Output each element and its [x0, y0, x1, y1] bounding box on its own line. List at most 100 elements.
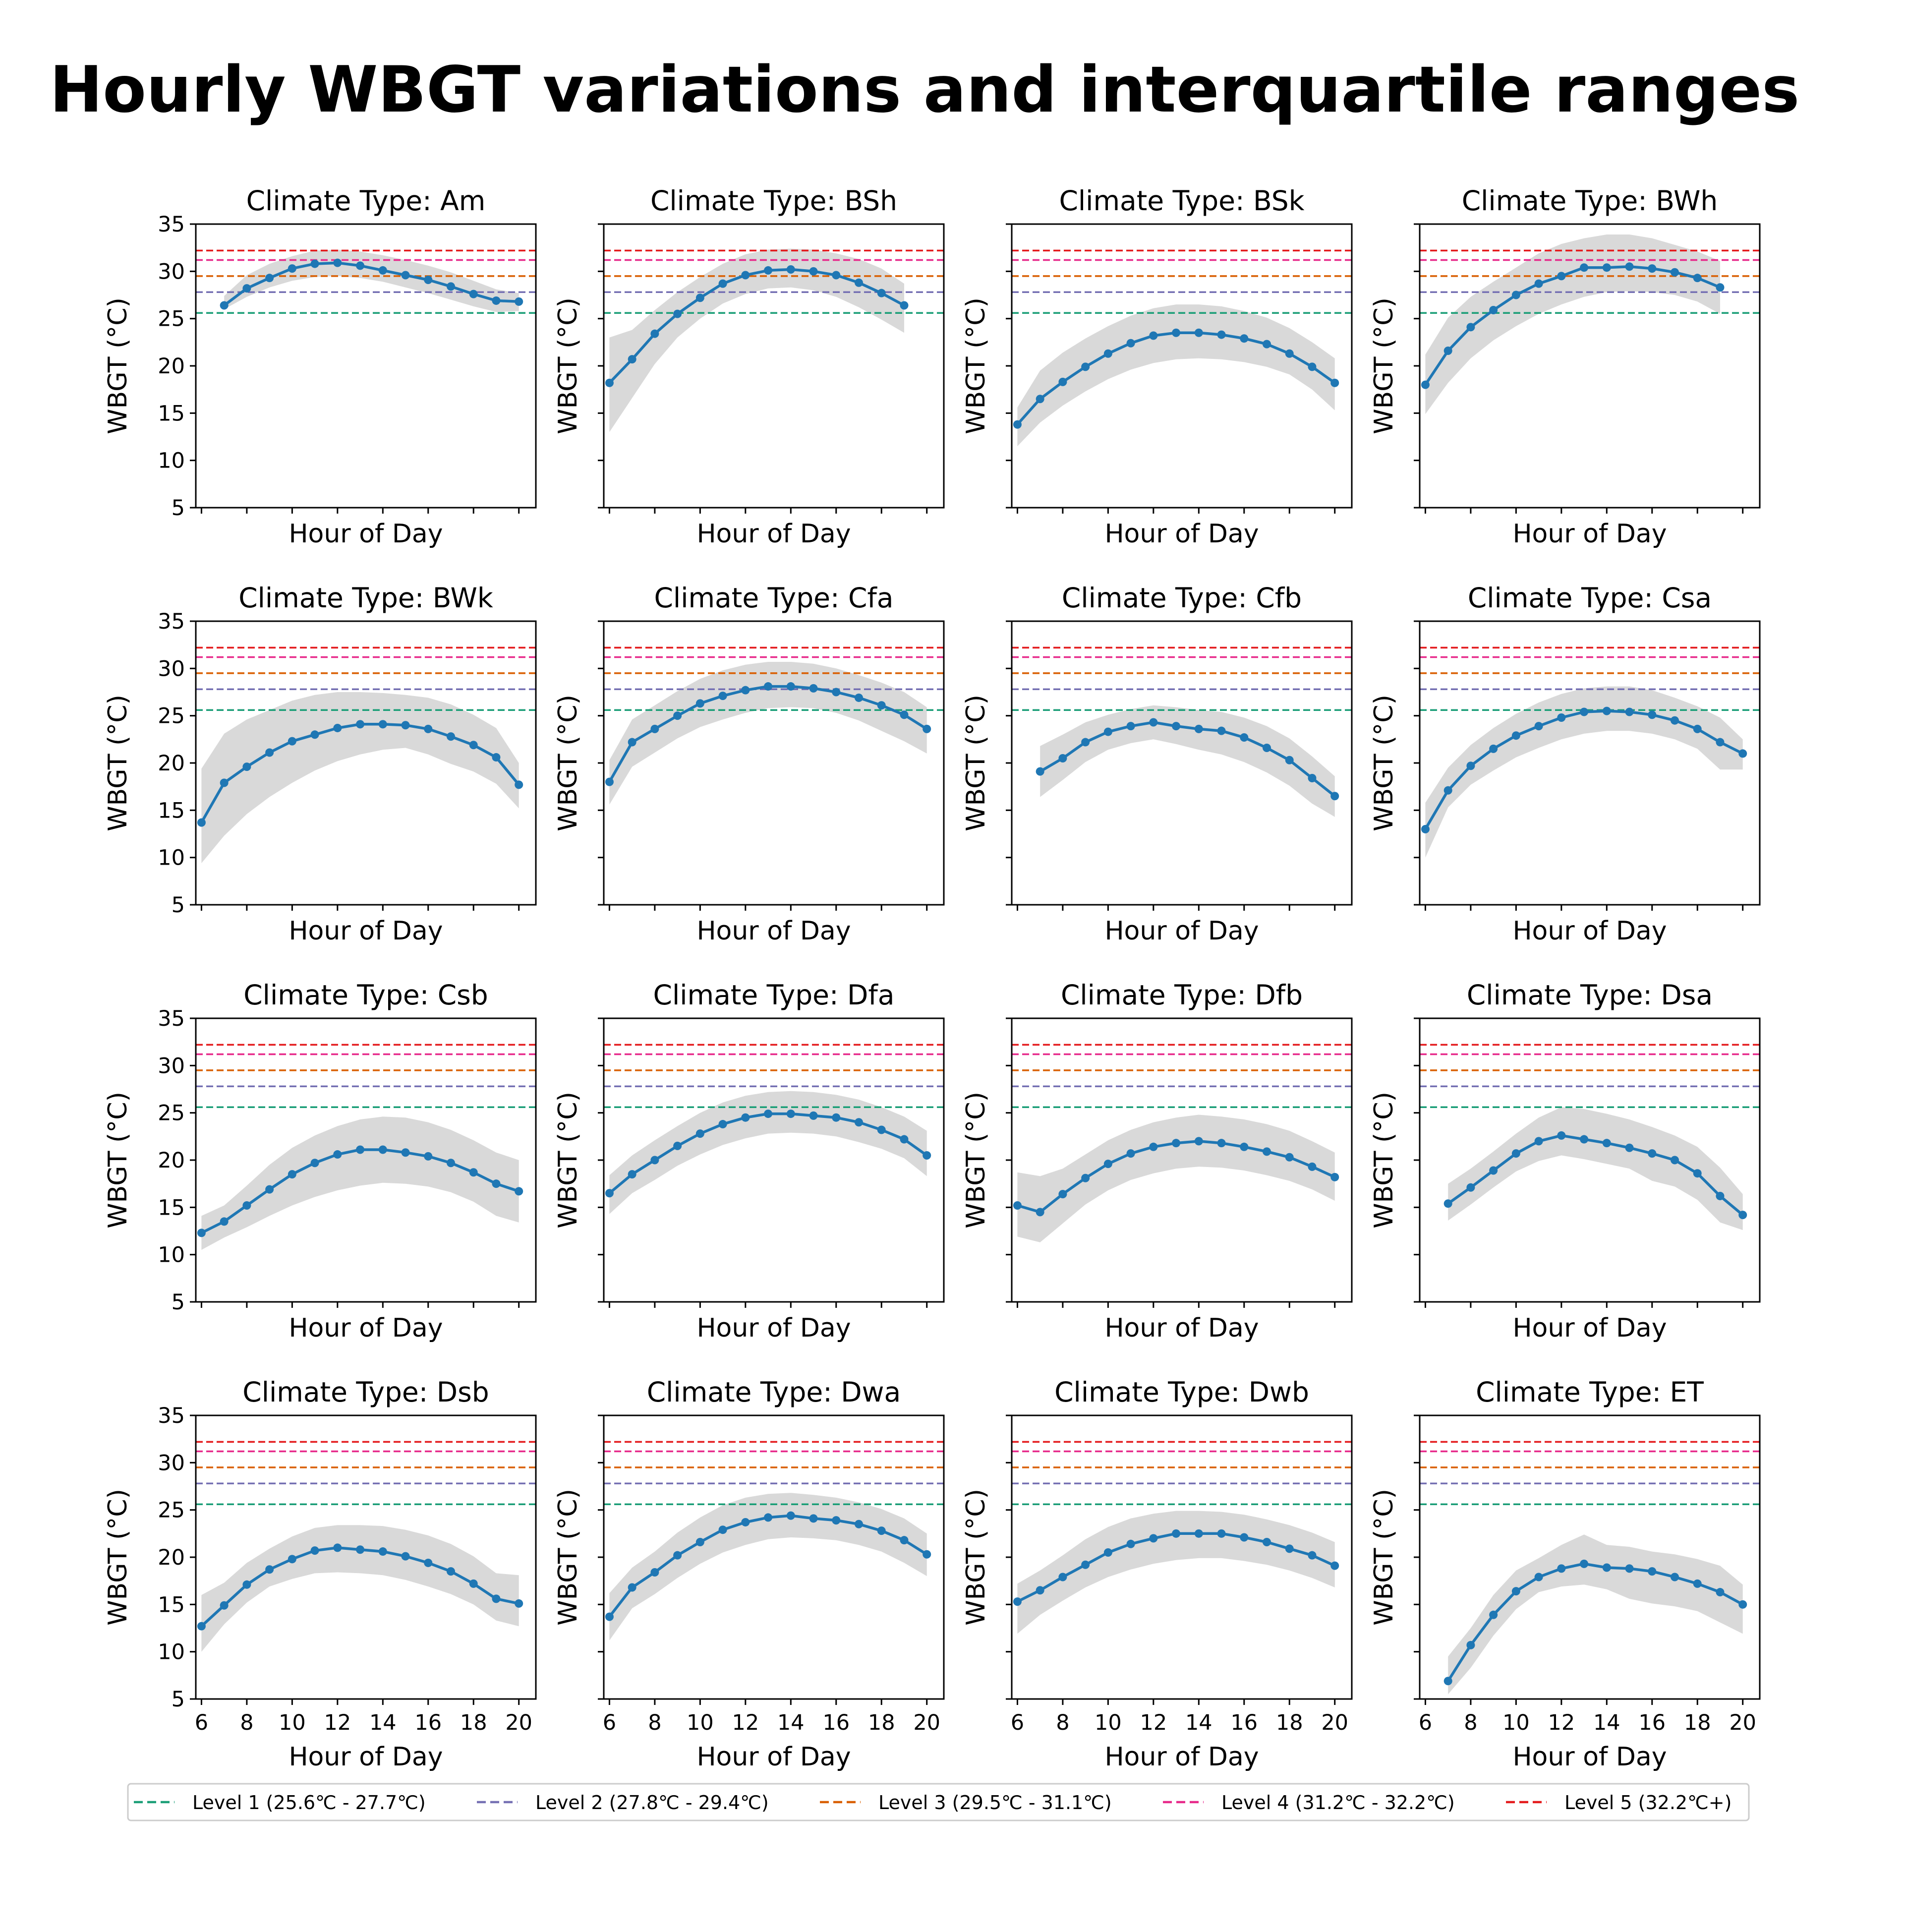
panel-2: Climate Type: BSh Hour of Day WBGT (°C)	[553, 185, 945, 549]
panel-title: Climate Type: Cfa	[654, 582, 894, 614]
data-point	[628, 1170, 636, 1179]
panel-title: Climate Type: Csb	[243, 979, 488, 1011]
data-point	[378, 266, 387, 275]
data-point	[424, 724, 433, 733]
data-point	[1534, 1137, 1543, 1146]
x-axis-label: Hour of Day	[1104, 1313, 1259, 1343]
panel-title: Climate Type: Csa	[1468, 582, 1712, 614]
data-point	[469, 741, 478, 750]
iqr-band	[609, 662, 927, 805]
data-point	[900, 301, 909, 310]
data-point	[1240, 1142, 1249, 1151]
data-point	[1443, 1677, 1452, 1686]
data-point	[356, 1545, 365, 1554]
data-point	[242, 284, 251, 293]
data-point	[1149, 718, 1158, 727]
data-point	[1330, 1172, 1339, 1181]
data-point	[1580, 1559, 1589, 1568]
data-point	[1240, 334, 1249, 343]
data-point	[1671, 1156, 1679, 1165]
legend: Level 1 (25.6℃ - 27.7℃) Level 2 (27.8℃ - …	[127, 1783, 1750, 1821]
data-point	[424, 275, 433, 284]
iqr-band	[1017, 1511, 1335, 1634]
data-point	[832, 1113, 841, 1122]
y-axis-label: WBGT (°C)	[1369, 1092, 1399, 1229]
data-point	[809, 1514, 818, 1523]
data-point	[855, 1520, 863, 1528]
y-axis-label: WBGT (°C)	[103, 297, 133, 434]
data-point	[786, 265, 795, 274]
data-point	[1308, 362, 1317, 371]
data-point	[1693, 724, 1702, 733]
data-point	[741, 1518, 750, 1526]
x-tick-label: 18	[1684, 1710, 1711, 1735]
x-axis-label: Hour of Day	[1104, 916, 1259, 946]
panel-title: Climate Type: BSh	[650, 185, 897, 217]
data-point	[401, 1552, 410, 1561]
data-point	[1716, 738, 1725, 747]
data-point	[650, 724, 659, 733]
data-point	[1308, 774, 1317, 783]
iqr-band	[1040, 705, 1335, 817]
y-axis-label: WBGT (°C)	[961, 297, 991, 434]
data-point	[333, 1543, 342, 1552]
x-tick-label: 20	[1729, 1710, 1756, 1735]
data-point	[1240, 733, 1249, 742]
panel-14: 6 8 10 12 14 16 18 20 Climate Type: Dwa Hour of D…	[553, 1376, 945, 1772]
data-point	[310, 1159, 319, 1168]
data-point	[900, 1135, 909, 1144]
data-point	[1648, 264, 1657, 273]
data-point	[695, 699, 704, 708]
data-point	[356, 1145, 365, 1154]
y-axis-label: WBGT (°C)	[553, 695, 583, 831]
data-point	[1602, 1139, 1611, 1148]
data-point	[786, 682, 795, 691]
data-point	[401, 1148, 410, 1157]
data-point	[1648, 710, 1657, 719]
panel-15: 6 8 10 12 14 16 18 20 Climate Type: Dwb Hour of D…	[961, 1376, 1353, 1772]
data-point	[492, 296, 501, 305]
data-point	[1330, 792, 1339, 801]
x-tick-label: 6	[1011, 1710, 1024, 1735]
y-tick-label: 5	[172, 893, 185, 918]
data-point	[1489, 1610, 1498, 1619]
data-point	[515, 297, 523, 306]
data-point	[1625, 1143, 1634, 1152]
data-point	[1081, 738, 1090, 747]
panel-title: Climate Type: Dsb	[242, 1376, 489, 1408]
data-point	[242, 1580, 251, 1589]
data-point	[764, 1110, 773, 1118]
y-axis-label: WBGT (°C)	[553, 297, 583, 434]
y-tick-label: 20	[158, 354, 185, 379]
y-tick-label: 15	[158, 401, 185, 426]
x-tick-label: 14	[369, 1710, 397, 1735]
panel-12: Climate Type: Dsa Hour of Day WBGT (°C)	[1369, 979, 1761, 1343]
data-point	[718, 1120, 727, 1129]
data-point	[605, 378, 614, 387]
data-point	[288, 264, 296, 273]
data-point	[1671, 268, 1679, 277]
data-point	[1693, 1579, 1702, 1588]
x-axis-label: Hour of Day	[289, 1313, 443, 1343]
data-point	[197, 818, 206, 827]
data-point	[1036, 1208, 1044, 1217]
data-point	[1534, 1573, 1543, 1581]
x-tick-label: 16	[1638, 1710, 1666, 1735]
data-point	[220, 1601, 229, 1610]
iqr-band	[609, 1493, 927, 1640]
data-point	[1013, 1597, 1022, 1606]
data-point	[1081, 1560, 1090, 1569]
data-point	[288, 1555, 296, 1564]
data-point	[333, 723, 342, 732]
iqr-band	[201, 1525, 519, 1652]
data-point	[220, 301, 229, 310]
data-point	[605, 1612, 614, 1621]
panel-title: Climate Type: Cfb	[1062, 582, 1302, 614]
y-tick-label: 10	[158, 846, 185, 871]
x-axis-label: Hour of Day	[1512, 519, 1667, 549]
data-point	[628, 1583, 636, 1592]
x-axis-label: Hour of Day	[696, 1313, 851, 1343]
data-point	[809, 1111, 818, 1120]
y-axis-label: WBGT (°C)	[103, 1092, 133, 1229]
data-point	[1693, 1169, 1702, 1178]
